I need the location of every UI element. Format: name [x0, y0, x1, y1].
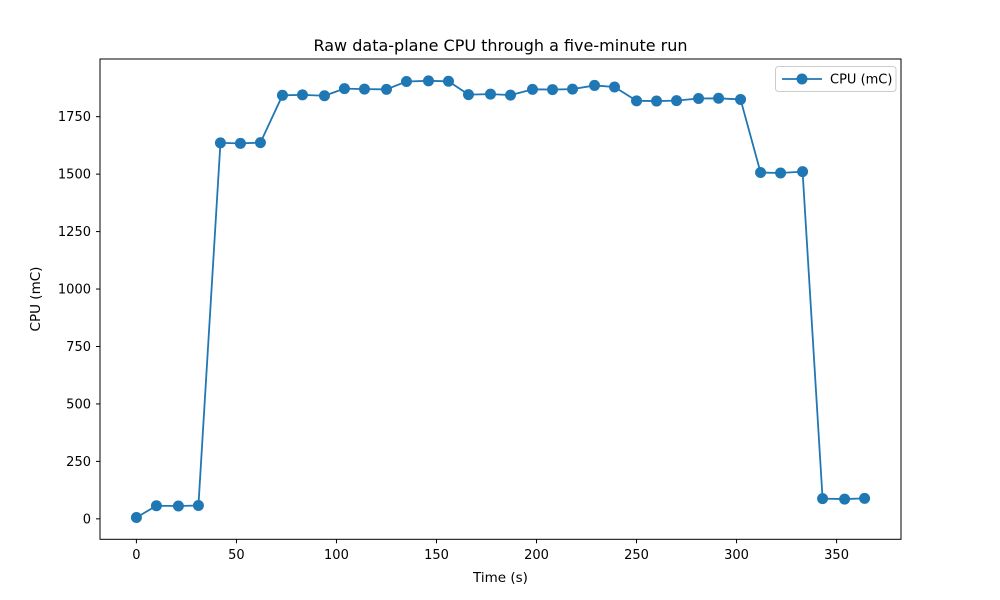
y-tick-label: 1000	[58, 283, 91, 298]
x-tick-label: 100	[324, 548, 349, 563]
data-point-marker	[318, 90, 330, 102]
legend-label: CPU (mC)	[830, 73, 892, 88]
data-point-marker	[192, 500, 204, 512]
data-point-marker	[505, 89, 517, 101]
y-tick-label: 500	[66, 397, 91, 412]
chart-title: Raw data-plane CPU through a five-minute…	[313, 36, 687, 55]
data-point-marker	[254, 137, 266, 149]
data-point-marker	[338, 83, 350, 95]
data-point-marker	[859, 492, 871, 504]
y-tick-label: 250	[66, 455, 91, 470]
y-tick-label: 1500	[58, 168, 91, 183]
x-tick-label: 200	[524, 548, 549, 563]
data-point-marker	[462, 89, 474, 101]
data-point-marker	[775, 167, 787, 179]
data-point-marker	[172, 500, 184, 512]
data-point-marker	[839, 493, 851, 505]
data-point-marker	[442, 75, 454, 87]
data-point-marker	[817, 493, 829, 505]
data-point-marker	[358, 83, 370, 95]
data-point-marker	[130, 511, 142, 523]
x-tick-label: 350	[824, 548, 849, 563]
y-tick-label: 1250	[58, 225, 91, 240]
y-axis-label: CPU (mC)	[28, 267, 44, 332]
x-tick-label: 0	[132, 548, 140, 563]
data-point-marker	[214, 137, 226, 149]
data-point-marker	[567, 83, 579, 95]
data-point-marker	[589, 79, 601, 91]
legend-box	[775, 66, 897, 92]
x-tick-label: 50	[228, 548, 245, 563]
data-point-marker	[547, 84, 559, 96]
axes-ticks: 0 50 100 150 200 250 300 350 0 250 500 750 1000 1250 1…	[58, 110, 849, 563]
data-point-marker	[755, 167, 767, 179]
data-point-marker	[234, 137, 246, 149]
legend-marker-icon	[796, 73, 808, 85]
data-point-marker	[422, 75, 434, 87]
data-series-line	[130, 75, 871, 523]
axes-spines	[99, 58, 902, 540]
data-point-marker	[797, 166, 809, 178]
data-point-marker	[735, 93, 747, 105]
data-point-marker	[527, 83, 539, 95]
plot-background	[100, 59, 901, 540]
y-tick-label: 1750	[58, 110, 91, 125]
y-tick-label: 750	[66, 340, 91, 355]
data-point-marker	[651, 95, 663, 107]
data-point-marker	[276, 89, 288, 101]
x-tick-label: 300	[724, 548, 749, 563]
x-tick-label: 150	[424, 548, 449, 563]
data-point-marker	[693, 93, 705, 105]
data-point-marker	[296, 89, 308, 101]
data-point-marker	[671, 95, 683, 107]
data-point-marker	[400, 76, 412, 88]
data-point-marker	[609, 81, 621, 93]
data-point-marker	[631, 95, 643, 107]
y-tick-label: 0	[83, 512, 91, 527]
x-axis-label: Time (s)	[472, 570, 528, 586]
data-point-marker	[484, 88, 496, 100]
data-point-marker	[150, 500, 162, 512]
x-tick-label: 250	[624, 548, 649, 563]
data-point-marker	[713, 92, 725, 104]
legend: CPU (mC)	[775, 66, 897, 92]
data-point-marker	[380, 83, 392, 95]
